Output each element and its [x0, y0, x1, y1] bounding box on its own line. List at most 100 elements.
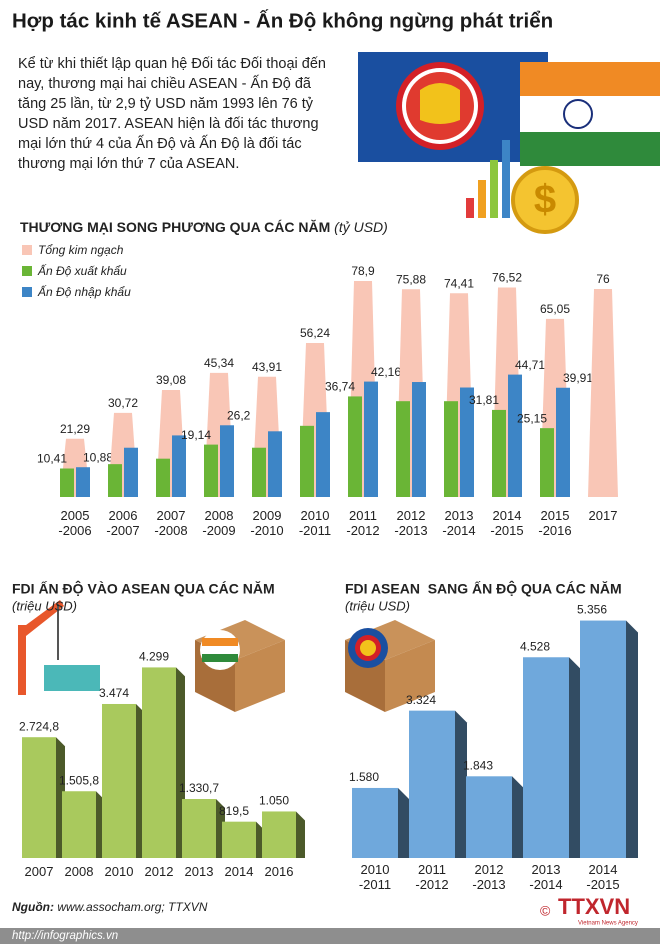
- value-label: 25,15: [517, 411, 547, 425]
- legend-swatch: [22, 287, 32, 297]
- value-label: 10,41: [37, 452, 67, 466]
- bar-side: [569, 657, 581, 858]
- x-tick-label: 2011 -2012: [415, 862, 449, 892]
- x-tick-label: 2011 -2012: [346, 508, 380, 538]
- bar: [22, 737, 56, 858]
- value-label: 31,81: [469, 393, 499, 407]
- value-label: 1.580: [349, 770, 379, 784]
- value-label: 4.528: [520, 639, 550, 653]
- value-label: 1.050: [259, 794, 289, 808]
- chart-unit: (triệu USD): [345, 598, 410, 613]
- chart-title-text: THƯƠNG MẠI SONG PHƯƠNG QUA CÁC NĂM: [20, 219, 330, 235]
- legend-swatch: [22, 245, 32, 255]
- bar: [262, 811, 296, 858]
- bar: [268, 431, 282, 497]
- legend-label: Ấn Độ nhập khẩu: [37, 284, 131, 299]
- value-label: 26,2: [227, 408, 251, 422]
- page-title: Hợp tác kinh tế ASEAN - Ấn Độ không ngừn…: [12, 9, 553, 32]
- chart-title: THƯƠNG MẠI SONG PHƯƠNG QUA CÁC NĂM (tỷ U…: [20, 219, 388, 235]
- value-label: 1.843: [463, 758, 493, 772]
- bar: [492, 409, 506, 497]
- bar-side: [626, 620, 638, 858]
- value-label: 76,52: [492, 271, 522, 285]
- x-tick-label: 2014 -2015: [490, 508, 524, 538]
- bar: [508, 374, 522, 497]
- bar: [182, 799, 216, 858]
- x-tick-label: 2010: [104, 864, 134, 879]
- value-label: 43,91: [252, 360, 282, 374]
- bar: [352, 787, 398, 858]
- value-label: 3.474: [99, 686, 129, 700]
- bar: [466, 776, 512, 858]
- value-label: 42,16: [371, 365, 401, 379]
- bar: [60, 468, 74, 497]
- value-label: 21,29: [60, 422, 90, 436]
- value-label: 1.505,8: [59, 773, 99, 787]
- intro-text: Kể từ khi thiết lập quan hệ Đối tác Đối …: [18, 56, 326, 172]
- value-label: 10,88: [83, 450, 113, 464]
- bar: [460, 387, 474, 497]
- bar: [220, 425, 234, 497]
- value-label: 30,72: [108, 396, 138, 410]
- flags-illustration: $: [358, 52, 660, 234]
- chart-unit: (tỷ USD): [334, 219, 388, 235]
- bar: [444, 401, 458, 497]
- svg-text:$: $: [534, 178, 556, 222]
- x-tick-label: 2010 -2011: [298, 508, 332, 538]
- bar: [142, 667, 176, 858]
- x-tick-label: 2012: [144, 864, 174, 879]
- bar: [222, 821, 256, 858]
- copyright: ©: [540, 903, 551, 919]
- x-tick-label: 2016: [264, 864, 294, 879]
- value-label: 19,14: [181, 428, 211, 442]
- x-tick-label: 2008 -2009: [202, 508, 236, 538]
- x-tick-label: 2010 -2011: [358, 862, 392, 892]
- bar: [62, 791, 96, 858]
- value-label: 76: [596, 272, 610, 286]
- website: http://infographics.vn: [12, 930, 118, 942]
- bar-side: [512, 776, 524, 858]
- x-tick-label: 2008: [64, 864, 94, 879]
- value-label: 56,24: [300, 326, 330, 340]
- legend-label: Ấn Độ xuất khẩu: [37, 263, 127, 278]
- x-tick-label: 2013 -2014: [442, 508, 476, 538]
- x-tick-label: 2009 -2010: [250, 508, 284, 538]
- chart-title: FDI ASEAN SANG ẤN ĐỘ QUA CÁC NĂM: [345, 580, 622, 597]
- source-text: www.assocham.org; TTXVN: [57, 900, 207, 914]
- x-tick-label: 2013: [184, 864, 214, 879]
- chart-unit: (triệu USD): [12, 598, 77, 613]
- bar: [204, 444, 218, 497]
- bar: [316, 412, 330, 497]
- value-label: 65,05: [540, 302, 570, 316]
- value-label: 36,74: [325, 380, 355, 394]
- value-label: 819,5: [219, 804, 249, 818]
- bar: [540, 428, 554, 497]
- value-label: 5.356: [577, 603, 607, 617]
- value-label: 44,71: [515, 358, 545, 372]
- x-tick-label: 2007 -2008: [154, 508, 188, 538]
- x-tick-label: 2012 -2013: [472, 862, 506, 892]
- value-label: 4.299: [139, 650, 169, 664]
- bar-side: [398, 787, 410, 858]
- bar-side: [455, 710, 467, 858]
- bar: [396, 401, 410, 497]
- bar: [108, 464, 122, 497]
- bar: [252, 447, 266, 497]
- x-tick-label: 2014 -2015: [586, 862, 620, 892]
- bar: [124, 447, 138, 497]
- bar: [76, 467, 90, 497]
- fdi-illustrations: [18, 600, 435, 712]
- value-label: 3.324: [406, 693, 436, 707]
- source: Nguồn: www.assocham.org; TTXVN: [12, 900, 208, 914]
- value-label: 2.724,8: [19, 719, 59, 733]
- x-tick-label: 2017: [588, 508, 618, 523]
- legend-label: Tổng kim ngạch: [38, 243, 124, 257]
- bar: [580, 620, 626, 858]
- x-tick-label: 2006 -2007: [106, 508, 140, 538]
- bar: [588, 288, 618, 497]
- bar: [156, 458, 170, 497]
- bar: [348, 396, 362, 497]
- value-label: 39,91: [563, 371, 593, 385]
- bar: [412, 382, 426, 497]
- value-label: 1.330,7: [179, 781, 219, 795]
